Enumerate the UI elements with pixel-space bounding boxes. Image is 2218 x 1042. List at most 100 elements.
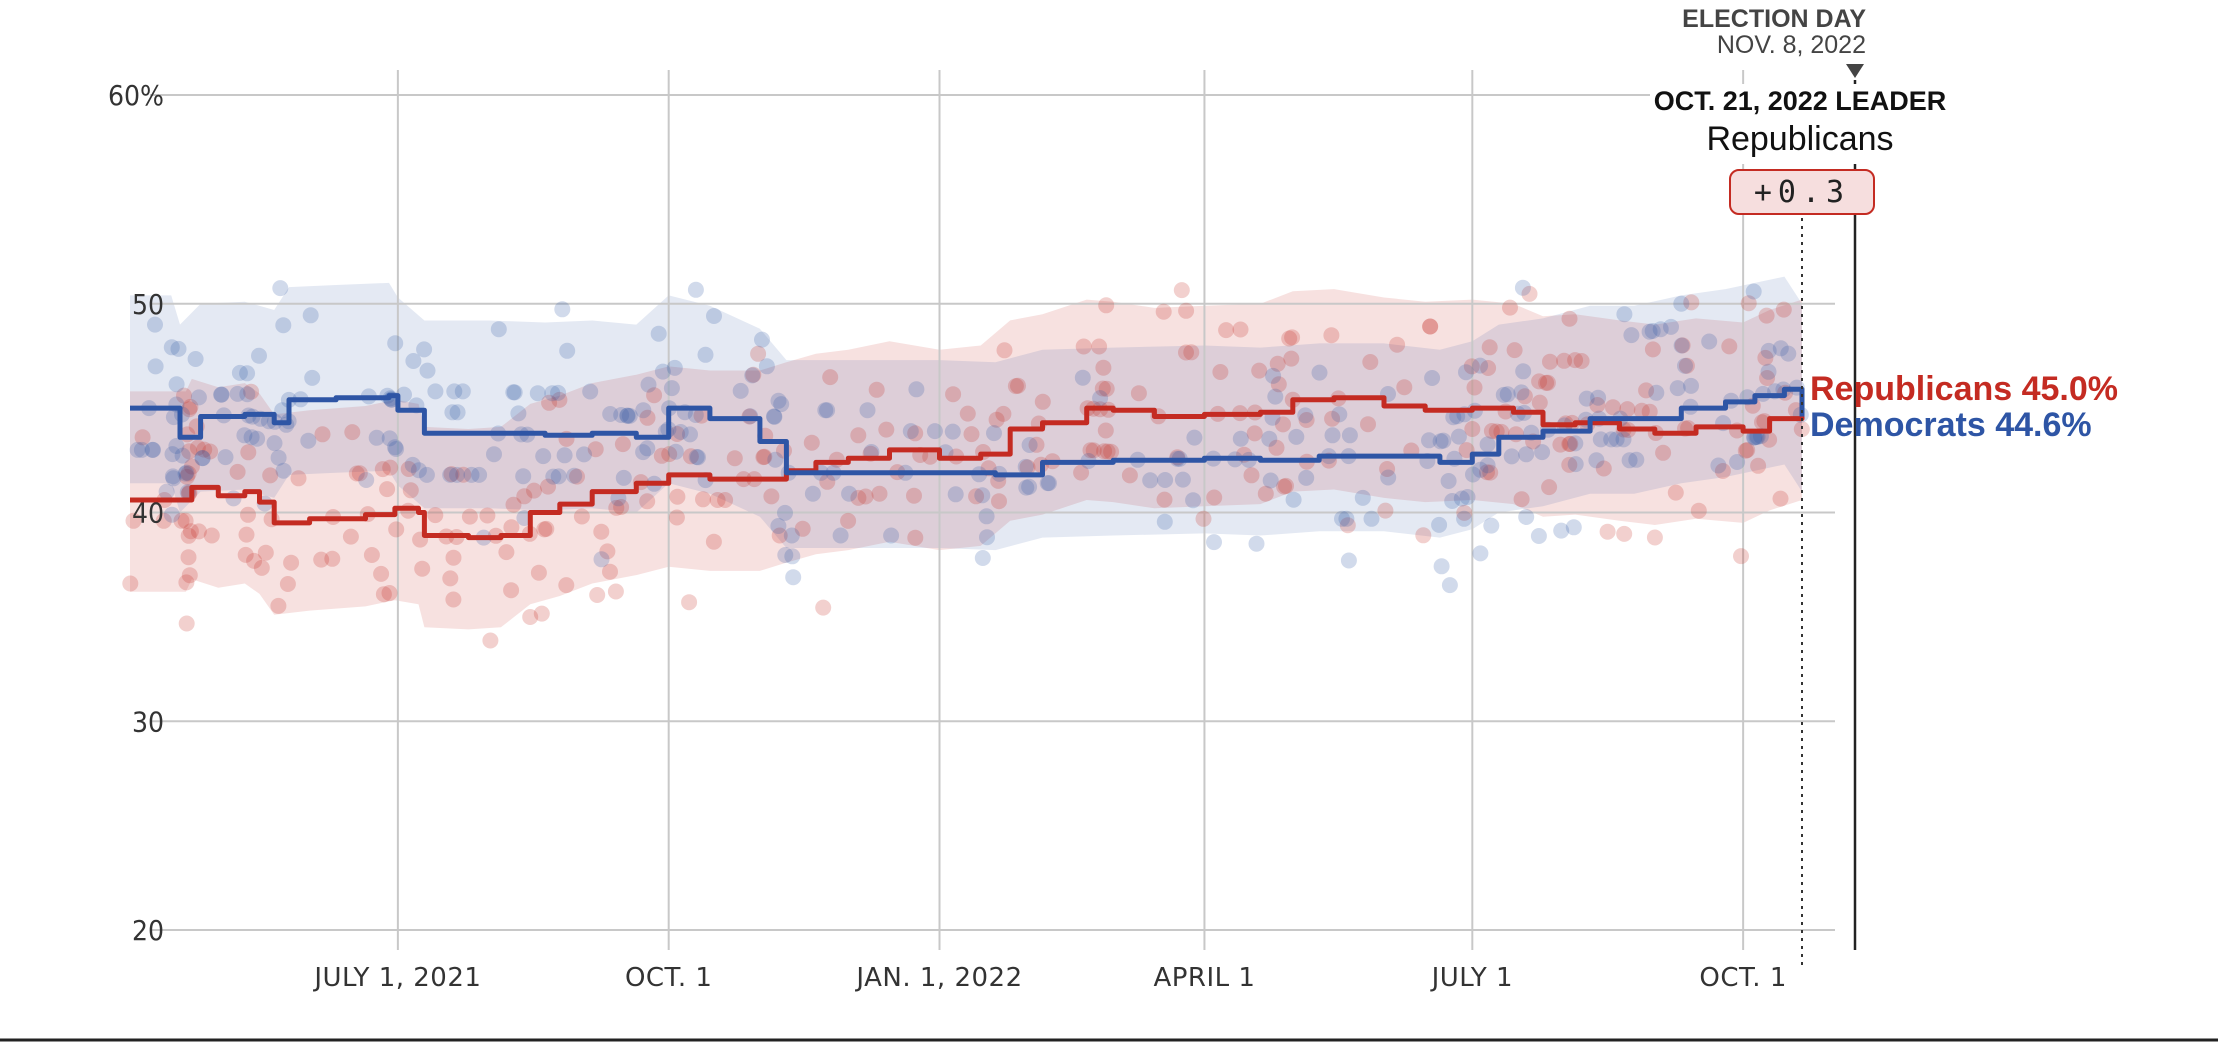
- democrats-poll-dot: [1603, 431, 1620, 448]
- democrats-poll-dot: [1472, 461, 1489, 478]
- republicans-poll-dot: [388, 521, 405, 538]
- democrats-poll-dot: [1453, 490, 1470, 507]
- republicans-poll-dot: [1283, 350, 1300, 367]
- democrats-poll-dot: [147, 358, 164, 375]
- republicans-poll-dot: [427, 507, 444, 524]
- republicans-poll-dot: [1183, 344, 1200, 361]
- republicans-poll-dot: [593, 523, 610, 540]
- democrats-poll-dot: [1248, 535, 1265, 552]
- republicans-poll-dot: [607, 583, 624, 600]
- republicans-poll-dot: [1178, 302, 1195, 319]
- democrats-poll-dot: [168, 376, 185, 393]
- republicans-poll-dot: [1466, 379, 1483, 396]
- republicans-poll-dot: [1633, 402, 1650, 419]
- democrats-poll-dot: [1288, 428, 1305, 445]
- gridlines: [150, 70, 1835, 950]
- republicans-poll-dot: [1232, 321, 1249, 338]
- x-tick-label: JAN. 1, 2022: [854, 963, 1022, 993]
- republicans-poll-dot: [1573, 353, 1590, 369]
- republicans-poll-dot: [1483, 423, 1500, 439]
- democrats-poll-dot: [217, 449, 234, 466]
- democrats-poll-dot: [770, 392, 787, 409]
- republicans-poll-dot: [850, 489, 867, 506]
- republicans-poll-dot: [1561, 310, 1578, 327]
- democrats-poll-dot: [1515, 363, 1532, 380]
- republicans-poll-dot: [189, 439, 206, 456]
- democrats-poll-dot: [944, 423, 961, 440]
- leader-margin-value: +0.3: [1754, 175, 1850, 210]
- democrats-poll-dot: [449, 404, 466, 421]
- republicans-poll-dot: [1173, 282, 1190, 299]
- republicans-poll-dot: [1531, 394, 1548, 411]
- democrats-poll-dot: [640, 376, 657, 393]
- democrats-poll-dot: [1363, 510, 1380, 527]
- democrats-poll-dot: [1472, 357, 1489, 374]
- republicans-poll-dot: [279, 576, 296, 592]
- democrats-poll-dot: [559, 342, 576, 359]
- republicans-poll-dot: [1155, 303, 1172, 320]
- republicans-poll-dot: [995, 405, 1012, 422]
- democrats-poll-dot: [619, 407, 636, 424]
- democrats-poll-dot: [129, 441, 146, 458]
- democrats-poll-dot: [1772, 340, 1789, 357]
- democrats-poll-dot: [1729, 454, 1746, 470]
- democrats-poll-dot: [1565, 519, 1582, 536]
- democrats-poll-dot: [302, 307, 319, 324]
- democrats-poll-dot: [554, 301, 571, 318]
- democrats-poll-dot: [1663, 318, 1679, 335]
- republicans-poll-dot: [1269, 355, 1286, 372]
- republicans-poll-dot: [819, 473, 836, 490]
- republicans-poll-dot: [1674, 337, 1691, 354]
- democrats-poll-dot: [1432, 433, 1449, 450]
- democrats-poll-dot: [1341, 427, 1358, 444]
- democrats-poll-dot: [387, 439, 403, 456]
- republicans-poll-dot: [1323, 327, 1340, 344]
- democrats-poll-dot: [974, 550, 991, 566]
- democrats-poll-dot: [744, 367, 761, 384]
- x-tick-label: OCT. 1: [625, 963, 713, 993]
- democrats-poll-dot: [194, 450, 211, 467]
- republicans-poll-dot: [373, 565, 390, 582]
- democrats-poll-dot: [770, 518, 787, 534]
- republicans-poll-dot: [1479, 464, 1495, 481]
- democrats-poll-dot: [272, 280, 289, 297]
- republicans-poll-dot: [253, 559, 270, 576]
- republicans-poll-dot: [1073, 464, 1090, 481]
- republicans-poll-dot: [176, 387, 192, 404]
- democrats-poll-dot: [515, 468, 532, 485]
- republicans-poll-dot: [178, 468, 195, 485]
- republicans-poll-dot: [1739, 442, 1756, 458]
- democrats-poll-dot: [1232, 430, 1249, 447]
- democrats-poll-dot: [986, 425, 1002, 442]
- republicans-poll-dot: [180, 465, 197, 482]
- democrats-poll-dot: [410, 462, 427, 479]
- y-tick-label: 50: [132, 288, 164, 321]
- republicans-poll-dot: [1516, 388, 1533, 405]
- republicans-poll-dot: [173, 512, 190, 529]
- democrats-poll-dot: [1483, 517, 1500, 534]
- democrats-poll-dot: [178, 464, 195, 481]
- republicans-poll-dot: [1667, 484, 1684, 501]
- democrats-poll-dot: [1018, 479, 1035, 496]
- republicans-poll-dot: [1759, 370, 1776, 386]
- democrats-poll-dot: [687, 281, 704, 298]
- republicans-poll-dot: [122, 575, 139, 592]
- republicans-poll-dot: [443, 466, 460, 483]
- democrats-poll-dot: [766, 408, 783, 425]
- democrats-poll-dot: [1567, 435, 1584, 452]
- democrats-poll-dot: [404, 456, 421, 473]
- republicans-poll-dot: [414, 560, 431, 577]
- republicans-poll-dot: [1599, 523, 1616, 540]
- republicans-poll-dot: [243, 383, 260, 400]
- democrats-poll-dot: [251, 347, 267, 364]
- republicans-poll-dot: [1007, 378, 1024, 395]
- republicans-poll-dot: [541, 394, 558, 411]
- republicans-poll-dot: [850, 427, 867, 444]
- republicans-poll-dot: [182, 523, 199, 540]
- democrats-poll-dot: [1553, 522, 1570, 539]
- democrats-poll-dot: [1608, 431, 1625, 448]
- republicans-poll-dot: [1589, 397, 1606, 413]
- democrats-poll-dot: [144, 441, 161, 458]
- republicans-poll-dot: [526, 482, 542, 499]
- republicans-poll-dot: [1638, 382, 1655, 399]
